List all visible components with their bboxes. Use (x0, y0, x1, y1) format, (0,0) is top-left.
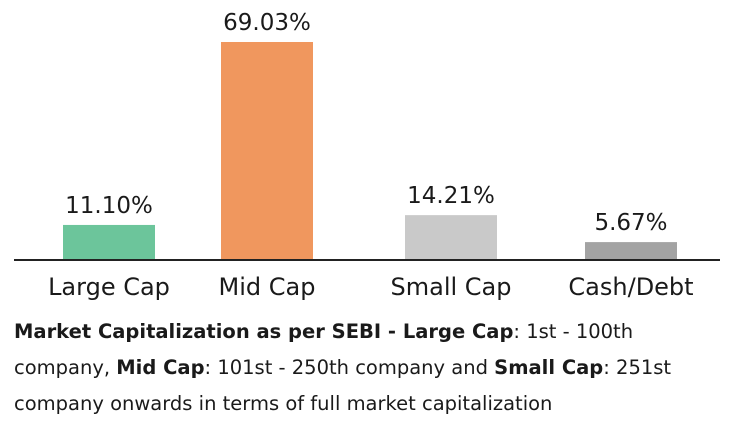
category-label-mid-cap: Mid Cap (219, 273, 316, 301)
category-label-cash-debt: Cash/Debt (568, 273, 693, 301)
footnote-mid-cap-text: : 101st - 250th company and (204, 356, 495, 379)
value-label-mid-cap: 69.03% (223, 10, 311, 36)
value-label-cash-debt: 5.67% (594, 210, 667, 236)
footnote-large-cap-text: : 1st - 100th company, (14, 320, 634, 379)
bar-large-cap (63, 224, 155, 260)
bar-mid-cap (221, 42, 313, 260)
category-label-small-cap: Small Cap (391, 273, 512, 301)
footnote-mid-cap-label: Mid Cap (116, 356, 205, 379)
category-label-large-cap: Large Cap (48, 273, 170, 301)
value-label-small-cap: 14.21% (407, 183, 495, 209)
footnote-small-cap-label: Small Cap (494, 356, 604, 379)
footnote-title: Market Capitalization as per SEBI - (14, 320, 403, 343)
value-label-large-cap: 11.10% (65, 193, 153, 219)
bar-cash-debt (585, 242, 677, 260)
bar-chart: 11.10% Large Cap 69.03% Mid Cap 14.21% Small … (14, 10, 720, 301)
footnote-small-cap-text: : 251st company onwards in terms of full… (14, 356, 672, 415)
bar-small-cap (405, 215, 497, 260)
footnote: Market Capitalization as per SEBI - Larg… (14, 314, 719, 422)
footnote-large-cap-label: Large Cap (402, 320, 514, 343)
